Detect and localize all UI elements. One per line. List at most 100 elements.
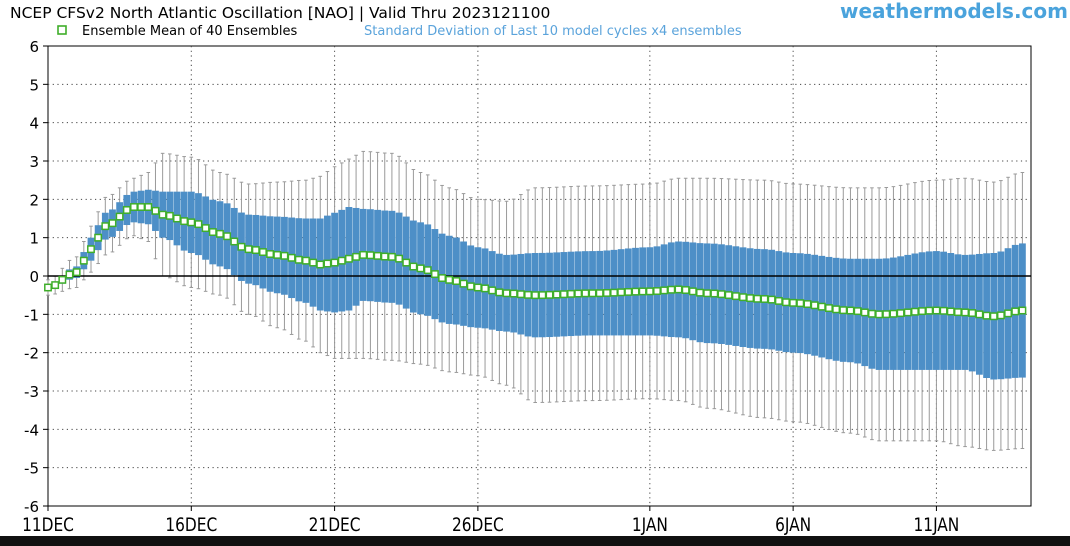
ensemble-mean-marker <box>631 287 640 296</box>
ensemble-mean-marker <box>896 309 905 318</box>
ensemble-mean-marker <box>559 290 568 299</box>
ensemble-mean-marker <box>975 310 984 319</box>
ensemble-mean-marker <box>774 296 783 305</box>
ensemble-mean-marker <box>387 252 396 261</box>
ensemble-mean-marker <box>767 295 776 304</box>
ensemble-mean-marker <box>216 229 224 238</box>
y-tick-label: -1 <box>24 306 39 324</box>
ensemble-mean-marker <box>316 260 325 269</box>
ensemble-mean-marker <box>309 258 318 267</box>
ensemble-mean-marker <box>889 309 898 318</box>
ensemble-mean-marker <box>574 289 583 298</box>
ensemble-mean-marker <box>430 270 439 279</box>
y-tick-label: -4 <box>24 421 39 439</box>
ensemble-mean-marker <box>502 289 511 298</box>
ensemble-mean-marker <box>567 289 575 298</box>
ensemble-mean-marker <box>266 250 275 258</box>
ensemble-mean-marker <box>301 256 310 265</box>
x-tick-label: 21DEC <box>309 514 361 536</box>
y-tick-label: 1 <box>29 230 39 248</box>
ensemble-mean-marker <box>251 246 260 255</box>
y-tick-label: -5 <box>24 460 39 478</box>
ensemble-mean-marker <box>825 304 833 313</box>
ensemble-mean-marker <box>696 288 704 297</box>
ensemble-mean-marker <box>982 311 991 320</box>
ensemble-mean-marker <box>588 289 597 298</box>
ensemble-mean-marker <box>230 237 239 246</box>
ensemble-mean-marker <box>867 309 876 318</box>
ensemble-mean-marker <box>717 290 726 299</box>
ensemble-mean-marker <box>796 299 805 308</box>
ensemble-mean-marker <box>667 285 676 294</box>
legend-mean-marker-icon <box>57 25 67 35</box>
ensemble-mean-marker <box>724 291 733 300</box>
ensemble-mean-marker <box>452 277 461 285</box>
y-tick-label: -3 <box>24 383 39 401</box>
ensemble-mean-marker <box>803 300 812 308</box>
ensemble-mean-marker <box>323 259 332 268</box>
ensemble-mean-marker <box>273 250 282 259</box>
ensemble-mean-marker <box>1004 309 1013 318</box>
x-tick-label: 26DEC <box>452 514 504 536</box>
ensemble-mean-marker <box>1011 307 1020 316</box>
ensemble-mean-marker <box>423 266 432 275</box>
ensemble-mean-marker <box>996 311 1005 320</box>
ensemble-mean-marker <box>459 279 468 288</box>
ensemble-mean-marker <box>610 288 618 297</box>
ensemble-mean-marker <box>660 286 669 295</box>
ensemble-mean-marker <box>402 258 411 267</box>
ensemble-mean-marker <box>58 275 67 284</box>
ensemble-mean-marker <box>158 210 167 219</box>
x-tick-label: 16DEC <box>165 514 217 536</box>
ensemble-mean-marker <box>624 287 633 296</box>
y-tick-label: -2 <box>24 345 39 363</box>
ensemble-mean-marker <box>961 308 970 317</box>
ensemble-mean-marker <box>674 285 683 294</box>
ensemble-mean-marker <box>953 308 962 317</box>
ensemble-mean-marker <box>681 286 690 294</box>
ensemble-mean-marker <box>617 288 626 297</box>
ensemble-mean-marker <box>466 282 475 291</box>
legend-spread-label: Standard Deviation of Last 10 model cycl… <box>364 24 742 39</box>
ensemble-mean-marker <box>932 306 941 315</box>
ensemble-mean-marker <box>201 224 210 233</box>
ensemble-mean-marker <box>832 305 841 314</box>
ensemble-mean-marker <box>94 233 103 242</box>
ensemble-mean-marker <box>258 248 267 256</box>
ensemble-mean-marker <box>165 211 174 220</box>
ensemble-mean-marker <box>481 284 489 293</box>
ensemble-mean-marker <box>653 287 661 295</box>
x-tick-label: 11DEC <box>22 514 74 536</box>
ensemble-mean-marker <box>946 307 955 316</box>
ensemble-mean-marker <box>122 206 131 214</box>
y-tick-label: 4 <box>29 115 39 133</box>
ensemble-mean-marker <box>244 245 253 254</box>
ensemble-mean-marker <box>731 292 740 301</box>
ensemble-mean-marker <box>746 294 755 303</box>
ensemble-mean-marker <box>330 258 339 267</box>
x-tick-label: 1JAN <box>632 514 668 536</box>
ensemble-mean-marker <box>516 290 525 299</box>
ensemble-mean-marker <box>473 283 482 292</box>
ensemble-mean-marker <box>130 203 138 211</box>
ensemble-mean-marker <box>137 203 146 211</box>
ensemble-mean-marker <box>108 219 117 228</box>
chart-title: NCEP CFSv2 North Atlantic Oscillation [N… <box>10 4 550 22</box>
ensemble-mean-marker <box>359 250 368 259</box>
ensemble-mean-marker <box>789 298 798 307</box>
ensemble-mean-marker <box>438 274 447 282</box>
ensemble-mean-marker <box>194 220 203 229</box>
ensemble-mean-marker <box>287 253 296 262</box>
ensemble-mean-marker <box>409 262 418 271</box>
ensemble-mean-marker <box>1018 306 1027 315</box>
ensemble-mean-marker <box>739 293 747 302</box>
brand-watermark: weathermodels.com <box>840 0 1068 23</box>
ensemble-mean-marker <box>87 245 95 254</box>
ensemble-mean-marker <box>810 301 819 310</box>
ensemble-mean-marker <box>380 252 389 261</box>
ensemble-mean-marker <box>44 283 52 292</box>
ensemble-mean-marker <box>760 295 769 303</box>
ensemble-mean-marker <box>115 212 124 221</box>
